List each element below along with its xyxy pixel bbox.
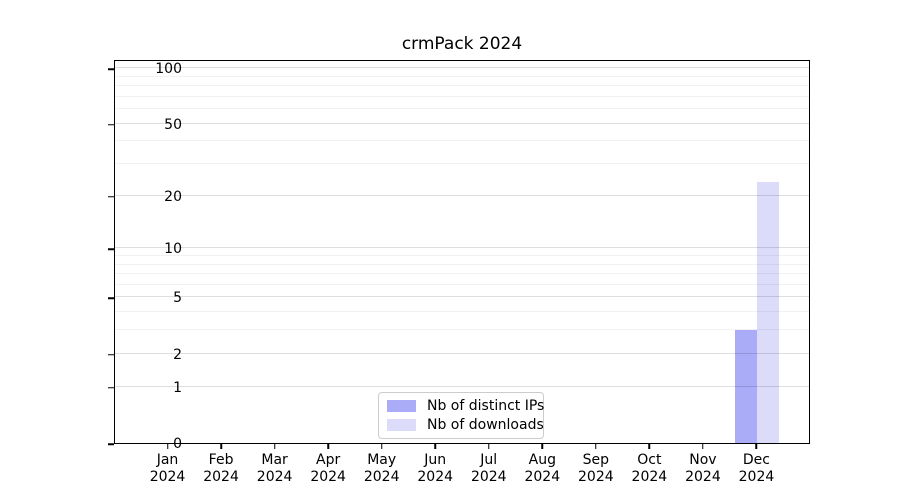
legend-swatch-nb-of-distinct-ips (387, 400, 416, 412)
x-tick-mark-nov (702, 444, 704, 449)
x-tick-label-aug: Aug 2024 (524, 452, 560, 486)
x-tick-label-nov: Nov 2024 (685, 452, 721, 486)
y-tick-mark-20 (108, 195, 114, 198)
legend-label: Nb of downloads (427, 417, 544, 433)
x-tick-label-jun: Jun 2024 (417, 452, 453, 486)
minor-gridline (115, 163, 809, 165)
minor-gridline (115, 263, 809, 265)
major-gridline (115, 122, 809, 124)
y-tick-label-50: 50 (164, 116, 182, 133)
y-tick-label-5: 5 (173, 290, 182, 307)
x-tick-year: 2024 (310, 469, 346, 485)
major-gridline (115, 247, 809, 249)
x-tick-label-jan: Jan 2024 (150, 452, 186, 486)
minor-gridline (115, 273, 809, 275)
x-tick-label-apr: Apr 2024 (310, 452, 346, 486)
minor-gridline (115, 95, 809, 97)
x-tick-label-mar: Mar 2024 (257, 452, 293, 486)
x-tick-label-jul: Jul 2024 (471, 452, 507, 486)
x-tick-month: Dec (742, 452, 770, 468)
y-tick-label-0: 0 (173, 436, 182, 452)
x-tick-label-oct: Oct 2024 (632, 452, 668, 486)
major-gridline (115, 67, 809, 69)
x-tick-month: Jan (156, 452, 179, 468)
y-tick-mark-2 (108, 354, 114, 356)
x-tick-mark-jun (434, 444, 436, 449)
x-tick-label-may: May 2024 (364, 452, 400, 486)
x-tick-year: 2024 (363, 469, 400, 485)
x-tick-mark-mar (273, 444, 276, 449)
x-tick-year: 2024 (149, 469, 186, 485)
x-tick-mark-apr (327, 444, 329, 449)
x-tick-label-sep: Sep 2024 (578, 452, 614, 486)
x-tick-month: May (367, 452, 397, 468)
major-gridline (115, 385, 809, 387)
y-tick-label-2: 2 (173, 346, 182, 363)
y-tick-mark-5 (108, 297, 114, 300)
plot-area: Nb of distinct IPs Nb of downloads (114, 60, 810, 444)
y-tick-mark-100 (108, 68, 114, 70)
x-tick-month: Sep (582, 452, 610, 468)
x-tick-mark-may (380, 444, 383, 449)
x-tick-year: 2024 (578, 469, 614, 485)
x-tick-year: 2024 (631, 469, 668, 485)
x-tick-month: Oct (637, 452, 662, 468)
legend: Nb of distinct IPs Nb of downloads (378, 392, 544, 439)
x-tick-year: 2024 (738, 469, 775, 485)
minor-gridline (115, 140, 809, 142)
major-gridline (115, 352, 809, 354)
x-tick-year: 2024 (685, 469, 721, 485)
y-tick-label-20: 20 (164, 188, 182, 205)
x-tick-month: Aug (528, 452, 556, 468)
y-tick-mark-1 (108, 386, 114, 389)
minor-gridline (115, 85, 809, 87)
y-tick-label-10: 10 (164, 241, 182, 258)
y-tick-mark-50 (108, 123, 114, 126)
x-tick-year: 2024 (417, 469, 454, 485)
legend-row: Nb of downloads (387, 417, 544, 433)
x-tick-mark-sep (595, 444, 597, 449)
x-tick-label-dec: Dec 2024 (739, 452, 775, 486)
x-tick-mark-aug (541, 444, 544, 449)
legend-label: Nb of distinct IPs (427, 398, 545, 414)
x-tick-mark-jul (488, 444, 490, 449)
major-gridline (115, 296, 809, 298)
minor-gridline (115, 311, 809, 313)
bar-nb-of-downloads-dec (757, 181, 780, 443)
legend-row: Nb of distinct IPs (387, 398, 544, 414)
x-tick-year: 2024 (470, 469, 507, 485)
major-gridline (115, 194, 809, 196)
minor-gridline (115, 75, 809, 77)
x-tick-label-feb: Feb 2024 (203, 452, 239, 486)
x-tick-month: Nov (689, 452, 717, 468)
minor-gridline (115, 329, 809, 331)
x-tick-mark-oct (648, 444, 651, 449)
x-tick-month: Feb (208, 452, 234, 468)
y-tick-label-1: 1 (173, 379, 182, 396)
minor-gridline (115, 283, 809, 285)
x-tick-month: Mar (261, 452, 288, 468)
x-tick-month: Jun (424, 452, 447, 468)
bar-nb-of-distinct-ips-dec (735, 330, 758, 443)
x-tick-year: 2024 (203, 469, 239, 485)
x-tick-month: Apr (316, 452, 341, 468)
x-tick-mark-dec (755, 444, 758, 449)
x-tick-month: Jul (480, 452, 498, 468)
y-tick-mark-10 (108, 248, 114, 250)
chart-title: crmPack 2024 (401, 34, 523, 54)
x-tick-mark-jan (166, 444, 169, 449)
x-tick-year: 2024 (524, 469, 561, 485)
legend-swatch-nb-of-downloads (387, 419, 416, 431)
x-tick-mark-feb (220, 444, 222, 449)
y-tick-label-100: 100 (155, 61, 182, 78)
minor-gridline (115, 108, 809, 110)
minor-gridline (115, 254, 809, 256)
x-tick-year: 2024 (256, 469, 293, 485)
y-tick-mark-0 (108, 443, 114, 445)
